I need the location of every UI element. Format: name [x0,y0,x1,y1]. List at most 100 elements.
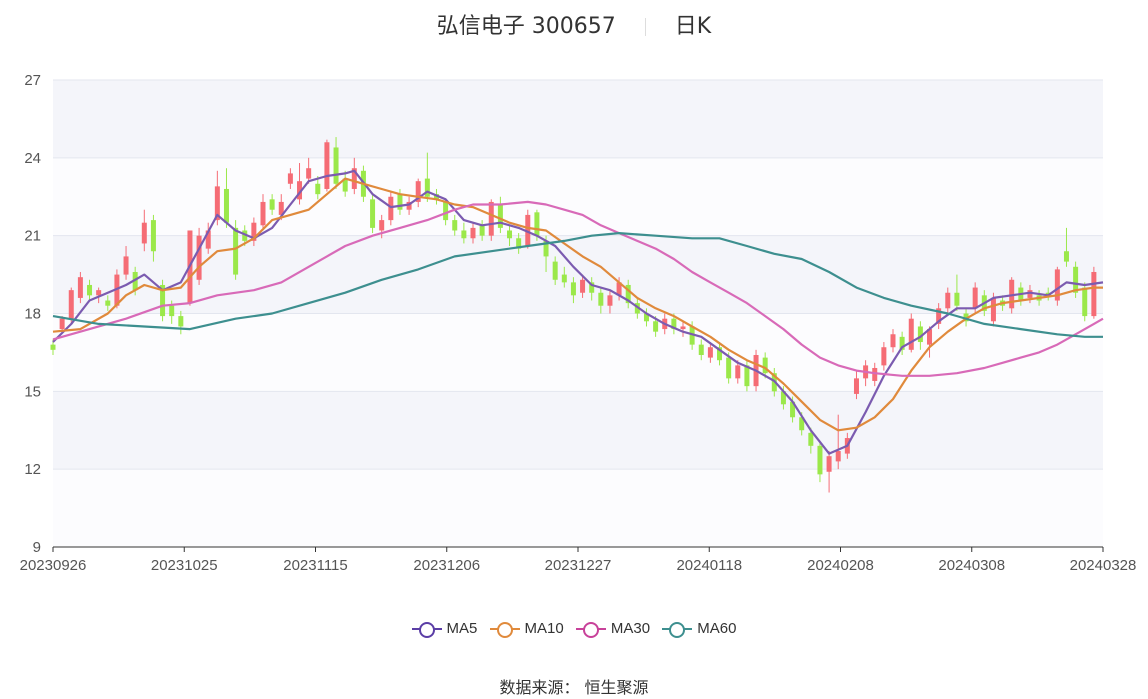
legend-item-ma60[interactable]: MA60 [662,620,737,638]
legend-marker-ma60-icon [662,621,693,638]
candle-up [972,287,978,309]
x-tick-label: 20231115 [283,557,348,574]
candle-down [333,147,339,184]
chart-legend: MA5 MA10 MA30 MA60 [0,620,1148,640]
candle-down [598,292,604,306]
candle-down [424,178,430,197]
stock-name: 弘信电子 300657 [436,14,616,39]
candle-down [817,445,823,475]
y-tick-label: 18 [24,306,41,323]
candle-up [990,297,996,322]
legend-label-ma10: MA10 [524,620,564,637]
candle-up [1091,271,1097,317]
candle-up [826,456,832,472]
series-line-ma30 [52,200,1104,377]
x-tick-label: 20240308 [938,557,1005,574]
plot-band [53,313,1103,392]
candle-up [77,277,83,298]
candle-down [497,204,503,228]
candle-down [223,188,229,223]
candle-up [890,334,896,348]
series-line-ma5 [52,169,1104,455]
candle-down [808,432,814,446]
candle-up [580,279,586,293]
candle-down [160,284,166,317]
candle-down [269,199,275,210]
legend-item-ma30[interactable]: MA30 [575,620,650,638]
x-tick-label: 20231227 [545,557,612,574]
candle-up [351,168,357,189]
x-tick-label: 20240208 [807,557,874,574]
candle-up [287,173,293,184]
candle-up [415,181,421,202]
x-tick-label: 20240328 [1070,557,1137,574]
candle-down [689,326,695,345]
candle-up [1054,269,1060,301]
candle-up [59,318,65,330]
candle-down [698,344,704,356]
candle-up [707,347,713,358]
plot-band [53,469,1103,547]
candle-up [388,196,394,221]
candle-down [242,230,248,241]
candle-up [945,292,951,309]
y-tick-label: 24 [24,150,41,167]
legend-marker-ma30-icon [575,621,606,638]
candle-down [625,284,631,304]
candle-down [899,336,905,350]
candle-up [260,201,266,226]
candle-up [1027,290,1033,298]
candle-up [1009,279,1015,309]
candle-up [251,222,257,241]
legend-item-ma10[interactable]: MA10 [489,620,564,638]
series-line-ma60 [52,232,1103,338]
candle-down [653,321,659,332]
y-tick-label: 21 [24,228,41,245]
y-tick-label: 15 [24,383,41,400]
candle-down [570,282,576,296]
data-source: 数据来源： 恒生聚源 [499,678,649,697]
candle-up [616,282,622,296]
candle-up [324,142,330,189]
candle-down [150,220,156,252]
candle-down [917,326,923,343]
candle-up [853,378,859,394]
period-label: 日K [674,14,712,39]
candle-up [406,201,412,210]
candle-up [607,295,613,306]
candle-down [169,305,175,317]
candle-down [552,261,558,280]
candle-down [87,284,93,296]
candle-down [643,313,649,322]
candle-down [954,292,960,306]
candle-up [196,235,202,280]
candle-down [1082,287,1088,317]
plot-band [53,391,1103,470]
candle-up [297,181,303,200]
candle-down [671,318,677,330]
candle-down [799,417,805,431]
x-tick-label: 20231206 [413,557,480,574]
candle-down [516,238,522,249]
legend-label-ma60: MA60 [697,620,737,637]
candle-down [233,227,239,275]
candle-down [315,183,321,195]
legend-item-ma5[interactable]: MA5 [411,620,477,638]
candle-down [443,201,449,221]
candle-down [534,212,540,236]
candle-down [963,313,969,322]
candle-up [835,451,841,462]
candle-down [507,230,513,239]
candlestick-chart: 9 12 15 18 21 24 27 20230926 20231025 20231115 202… [20,72,1137,574]
plot-band [53,80,1103,158]
candle-down [105,300,111,306]
candle-up [114,274,120,306]
candle-down [370,199,376,228]
candle-down [1063,251,1069,262]
candle-up [881,347,887,366]
candle-down [543,240,549,257]
candle-down [790,401,796,418]
candle-down [461,230,467,239]
candle-down [589,282,595,293]
candle-down [479,225,485,236]
